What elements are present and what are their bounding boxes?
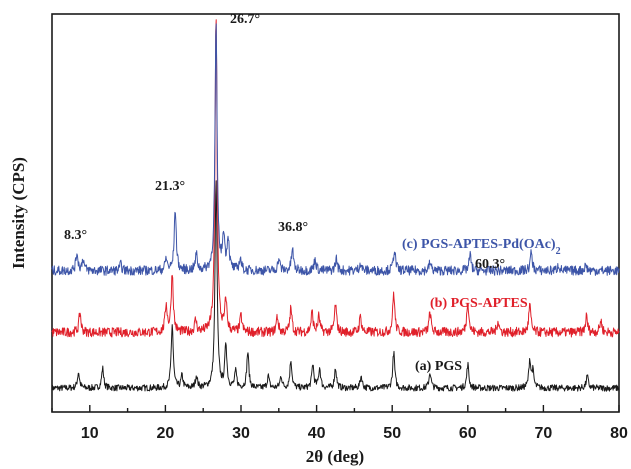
peak-annotation: 36.8° [278,220,308,235]
y-axis-label: Intensity (CPS) [9,157,28,269]
peak-annotation: 8.3° [64,228,87,243]
x-axis-label: 2θ (deg) [306,447,364,466]
x-tick-label: 60 [459,425,477,442]
traces-group [51,19,620,392]
peak-annotation: 26.7° [230,12,260,27]
x-tick-label: 80 [610,425,628,442]
x-tick-label: 50 [383,425,401,442]
plot-frame [51,13,620,413]
peak-annotation: 21.3° [155,179,185,194]
series-line [51,23,620,276]
x-tick-label: 70 [535,425,553,442]
x-tick-label: 40 [308,425,326,442]
x-tick-label: 20 [157,425,175,442]
series-label: (a) PGS [415,359,462,374]
peak-annotation: 60.3° [475,257,505,272]
series-label-subscript: 2 [556,246,561,257]
x-tick-label: 30 [232,425,250,442]
series-line [51,180,620,392]
peak-annotations: 8.3° 21.3° 26.7° 36.8° 60.3° [64,12,505,272]
series-label: (b) PGS-APTES [430,296,528,311]
x-tick-label: 10 [81,425,99,442]
series-line [51,19,620,338]
series-label: (c) PGS-APTES-Pd(OAc)2 [402,237,561,257]
series-labels: (a) PGS (b) PGS-APTES (c) PGS-APTES-Pd(OAc… [402,237,561,374]
x-axis-ticks: 10 20 30 40 50 60 70 80 [51,405,628,442]
